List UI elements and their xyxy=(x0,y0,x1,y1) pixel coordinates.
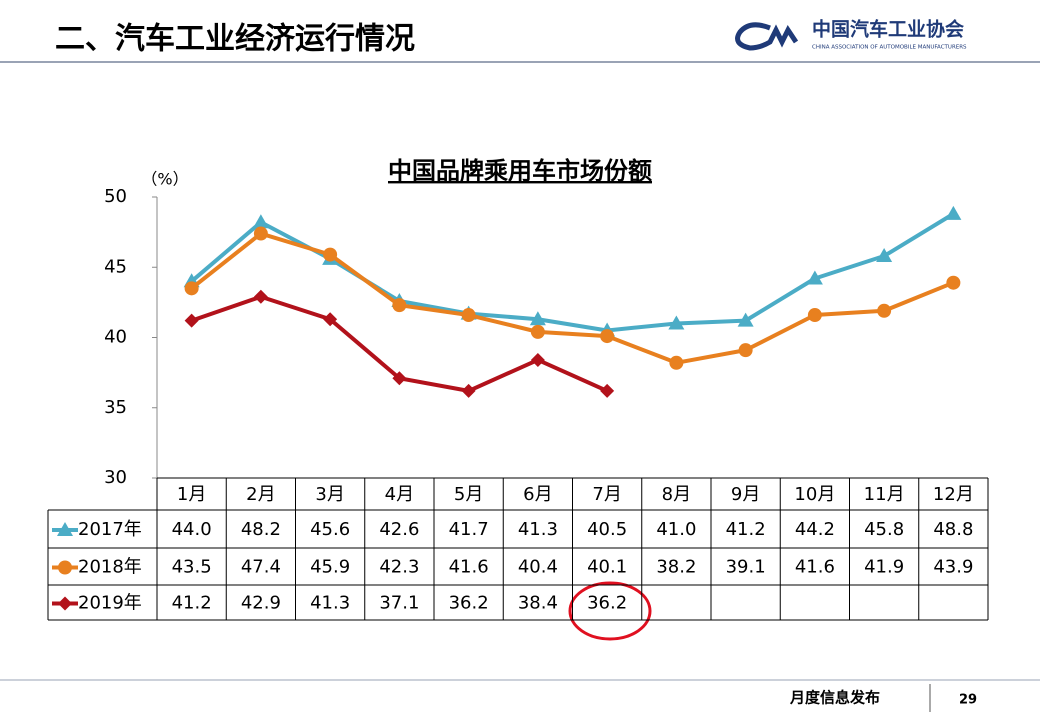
point-marker xyxy=(184,281,199,296)
table-cell: 44.0 xyxy=(172,519,212,540)
y-tick-label: 35 xyxy=(104,397,127,418)
highlight-circle xyxy=(568,581,652,641)
table-cell: 36.2 xyxy=(449,593,489,614)
table-cell: 41.3 xyxy=(310,593,350,614)
point-marker xyxy=(668,315,685,330)
point-marker xyxy=(252,214,269,229)
point-marker xyxy=(807,308,822,323)
point-marker xyxy=(530,324,545,339)
table-cell: 41.2 xyxy=(172,593,212,614)
table-cell: 43.5 xyxy=(172,557,212,578)
table-cell: 41.7 xyxy=(449,519,489,540)
x-tick-label: 4月 xyxy=(385,484,414,505)
x-tick-label: 10月 xyxy=(794,484,835,505)
table-cell: 41.6 xyxy=(449,557,489,578)
point-marker xyxy=(253,289,268,304)
x-tick-label: 1月 xyxy=(177,484,206,505)
point-marker xyxy=(600,383,615,398)
point-marker xyxy=(461,308,476,323)
legend-label: 2017年 xyxy=(78,519,142,540)
legend-marker xyxy=(58,596,72,611)
legend-label: 2019年 xyxy=(78,593,142,614)
x-tick-label: 9月 xyxy=(731,484,760,505)
slide-title: 二、汽车工业经济运行情况 xyxy=(55,22,415,57)
table-cell: 48.8 xyxy=(933,519,973,540)
table-cell: 45.8 xyxy=(864,519,904,540)
point-marker xyxy=(738,343,753,358)
point-marker xyxy=(669,355,684,370)
point-marker xyxy=(392,298,407,313)
table-cell: 38.4 xyxy=(518,593,558,614)
table-cell: 43.9 xyxy=(933,557,973,578)
x-tick-label: 6月 xyxy=(523,484,552,505)
y-tick-label: 50 xyxy=(104,186,127,207)
table-cell: 42.3 xyxy=(379,557,419,578)
point-marker xyxy=(184,313,199,328)
table-cell: 38.2 xyxy=(656,557,696,578)
table-cell: 41.3 xyxy=(518,519,558,540)
y-tick-label: 45 xyxy=(104,256,127,277)
point-marker xyxy=(530,352,545,367)
point-marker xyxy=(876,248,893,263)
point-marker xyxy=(600,329,615,344)
table-cell: 40.1 xyxy=(587,557,627,578)
point-marker xyxy=(737,312,754,327)
table-cell: 45.6 xyxy=(310,519,350,540)
point-marker xyxy=(946,275,961,290)
table-cell: 41.6 xyxy=(795,557,835,578)
y-tick-label: 30 xyxy=(104,467,127,488)
logo-name: 中国汽车工业协会 xyxy=(812,18,964,41)
x-tick-label: 2月 xyxy=(246,484,275,505)
point-marker xyxy=(806,270,823,285)
legend-marker xyxy=(57,522,73,536)
table-cell: 48.2 xyxy=(241,519,281,540)
table-cell: 41.9 xyxy=(864,557,904,578)
logo-subtitle: CHINA ASSOCIATION OF AUTOMOBILE MANUFACT… xyxy=(812,45,967,51)
point-marker xyxy=(323,312,338,327)
page-number: 29 xyxy=(959,693,977,708)
table-cell: 39.1 xyxy=(726,557,766,578)
x-tick-label: 8月 xyxy=(662,484,691,505)
point-marker xyxy=(877,303,892,318)
legend-label: 2018年 xyxy=(78,557,142,578)
point-marker xyxy=(323,247,338,262)
table-cell: 42.6 xyxy=(379,519,419,540)
point-marker xyxy=(945,205,962,220)
x-tick-label: 7月 xyxy=(592,484,621,505)
table-cell: 40.5 xyxy=(587,519,627,540)
point-marker xyxy=(392,371,407,386)
x-tick-label: 11月 xyxy=(864,484,905,505)
point-marker xyxy=(529,311,546,326)
table-cell: 45.9 xyxy=(310,557,350,578)
y-unit: （%） xyxy=(141,170,188,189)
legend-marker xyxy=(58,560,72,575)
table-cell: 44.2 xyxy=(795,519,835,540)
table-cell: 40.4 xyxy=(518,557,558,578)
y-tick-label: 40 xyxy=(104,327,127,348)
x-tick-label: 3月 xyxy=(315,484,344,505)
table-cell: 47.4 xyxy=(241,557,281,578)
point-marker xyxy=(461,383,476,398)
table-cell: 41.0 xyxy=(656,519,696,540)
chart-title: 中国品牌乘用车市场份额 xyxy=(388,157,652,185)
table-cell: 37.1 xyxy=(379,593,419,614)
logo-mark xyxy=(735,22,799,51)
x-tick-label: 5月 xyxy=(454,484,483,505)
table-cell: 42.9 xyxy=(241,593,281,614)
table-cell: 41.2 xyxy=(726,519,766,540)
x-tick-label: 12月 xyxy=(933,484,974,505)
point-marker xyxy=(253,226,268,241)
series-line xyxy=(190,231,955,365)
table-cell: 36.2 xyxy=(587,593,627,614)
footer-text: 月度信息发布 xyxy=(789,689,880,707)
